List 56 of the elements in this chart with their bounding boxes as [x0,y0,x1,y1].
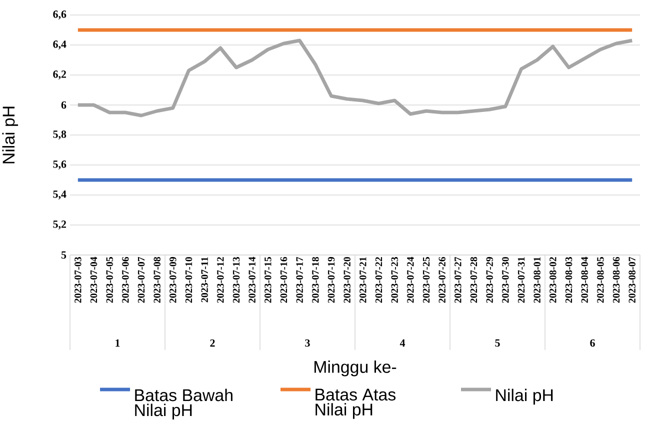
text: 5 [495,339,500,347]
x-axis-title: Minggu ke- [314,360,396,376]
text: 4 [400,339,406,347]
x-tick-label: 2023-07-19 [328,257,335,303]
x-tick-label: 2023-08-07 [628,256,636,303]
text: 3 [305,339,310,347]
x-tick-label: 2023-08-02 [550,257,556,303]
x-tick-label: 2023-07-16 [280,256,288,303]
y-tick-label: 5,8 [53,130,66,140]
y-tick-label: 5,4 [53,190,66,200]
x-tick-label: 2023-07-31 [518,257,525,303]
x-tick-label: 2023-07-13 [232,257,240,303]
x-tick-label: 2023-08-06 [612,256,620,303]
text: 2 [210,339,215,347]
x-tick-label: 2023-07-20 [344,257,350,303]
x-tick-label: 2023-07-11 [201,257,208,302]
y-tick-label: 6,4 [53,40,66,50]
x-tick-label: 2023-07-25 [422,257,430,303]
x-tick-label: 2023-07-10 [185,257,192,303]
x-tick-label: 2023-07-17 [296,256,303,303]
x-tick-label: 2023-07-23 [391,257,398,303]
y-tick-label: 6,2 [53,70,66,80]
x-tick-label: 2023-07-07 [138,256,145,303]
legend-label: Nilai pH [496,388,553,405]
x-tick-label: 2023-07-04 [90,256,98,303]
text: 6 [590,339,595,347]
x-tick-label: 2023-08-01 [534,257,540,303]
x-tick-label: 2023-07-12 [217,257,224,303]
x-tick-label: 2023-07-15 [264,257,272,303]
x-tick-label: 2023-07-24 [407,256,414,303]
legend-label: Batas Atas Nilai pH [316,388,396,419]
x-tick-label: 2023-07-09 [170,257,176,303]
x-tick-label: 2023-07-22 [375,257,382,303]
x-tick-label: 2023-07-21 [360,257,366,303]
x-tick-label: 2023-07-08 [154,257,160,303]
x-tick-label: 2023-07-29 [486,257,493,303]
x-tick-label: 2023-07-14 [248,256,256,303]
x-tick-label: 2023-07-28 [470,257,478,303]
y-tick-label: 5,6 [53,160,66,170]
y-tick-label: 5,2 [53,220,66,230]
y-axis-title: Nilai pH [2,106,18,164]
x-tick-label: 2023-07-27 [454,256,462,303]
y-tick-label: 6,6 [53,10,66,20]
x-tick-label: 2023-07-05 [106,257,113,303]
x-tick-label: 2023-07-03 [74,257,82,303]
text: 1 [116,339,120,347]
x-tick-label: 2023-08-04 [581,256,588,303]
x-tick-label: 2023-07-18 [312,257,319,303]
x-tick-label: 2023-07-26 [438,256,446,303]
y-tick-label: 5 [61,251,66,259]
x-tick-label: 2023-08-05 [597,257,604,303]
x-tick-label: 2023-07-30 [502,257,509,303]
legend-label: Batas Bawah Nilai pH [135,388,232,420]
x-tick-label: 2023-08-03 [565,257,572,303]
x-tick-label: 2023-07-06 [122,256,129,303]
y-tick-label: 6 [61,101,66,109]
